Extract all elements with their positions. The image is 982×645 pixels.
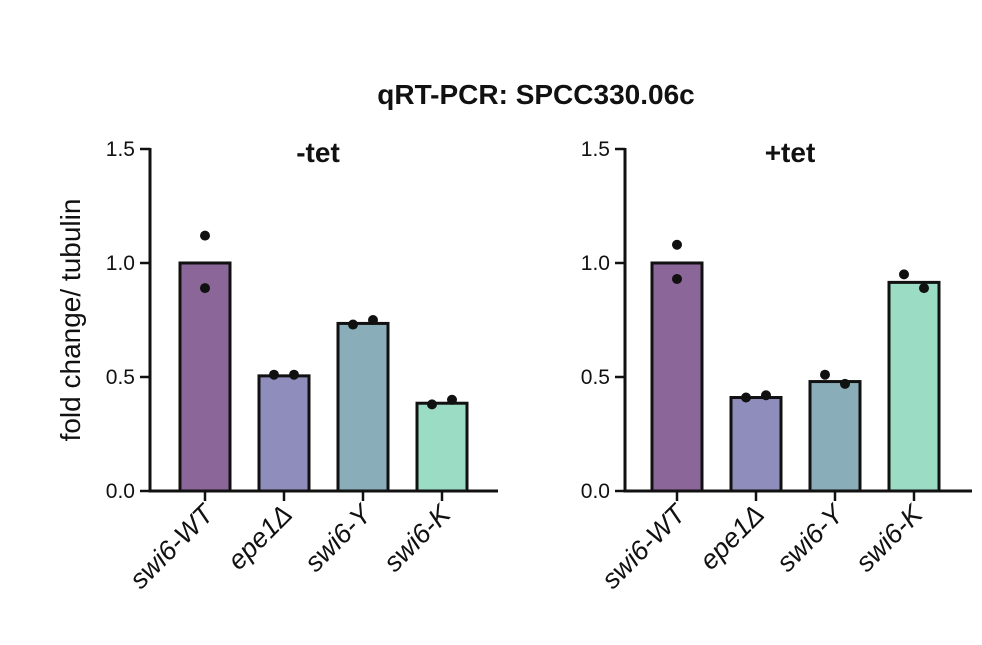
y-tick-label: 0.0 (581, 480, 610, 503)
data-point (820, 369, 830, 380)
data-point (899, 269, 909, 280)
data-point (919, 283, 929, 294)
bar (808, 380, 862, 493)
y-tick-label: 0.5 (581, 366, 610, 389)
bar (257, 374, 311, 493)
data-point (761, 390, 771, 401)
y-tick-label: 1.0 (581, 252, 610, 275)
y-tick-label: 1.5 (581, 138, 610, 161)
data-point (200, 283, 210, 294)
panel-title: -tet (296, 137, 340, 168)
bar (415, 401, 469, 493)
data-point (200, 230, 210, 241)
panel-minus-tet: -tet 0.0 0.5 1.0 1.5 swi6-WT epe1Δ swi6-Y swi6-K (106, 137, 498, 594)
y-tick-label: 1.5 (106, 138, 135, 161)
bar (336, 321, 390, 493)
category-label: swi6-K (378, 498, 457, 577)
category-label: swi6-K (850, 498, 929, 577)
data-point (741, 392, 751, 403)
figure-title: qRT-PCR: SPCC330.06c (377, 79, 694, 110)
data-point (672, 273, 682, 284)
data-point (269, 369, 279, 380)
category-label: epe1Δ (222, 499, 299, 576)
y-tick-label: 0.0 (106, 480, 135, 503)
y-tick-label: 0.5 (106, 366, 135, 389)
category-label: swi6-WT (124, 497, 221, 594)
y-tick-label: 1.0 (106, 252, 135, 275)
category-label: swi6-Y (771, 498, 851, 578)
category-label: epe1Δ (694, 499, 771, 576)
bar (729, 396, 783, 493)
bar (178, 261, 232, 493)
bar (887, 280, 941, 493)
data-point (368, 315, 378, 325)
data-point (348, 319, 358, 330)
data-point (672, 239, 682, 250)
data-point (289, 369, 299, 380)
data-point (447, 394, 457, 405)
panel-plus-tet: +tet 0.0 0.5 1.0 1.5 swi6-WT epe1Δ swi6-Y swi6-K (581, 137, 972, 594)
category-label: swi6-WT (596, 497, 693, 594)
data-point (427, 399, 437, 410)
y-axis-label: fold change/ tubulin (55, 199, 86, 442)
panel-title: +tet (765, 137, 816, 168)
data-point (840, 378, 850, 389)
category-label: swi6-Y (299, 498, 379, 578)
bar (650, 261, 704, 493)
